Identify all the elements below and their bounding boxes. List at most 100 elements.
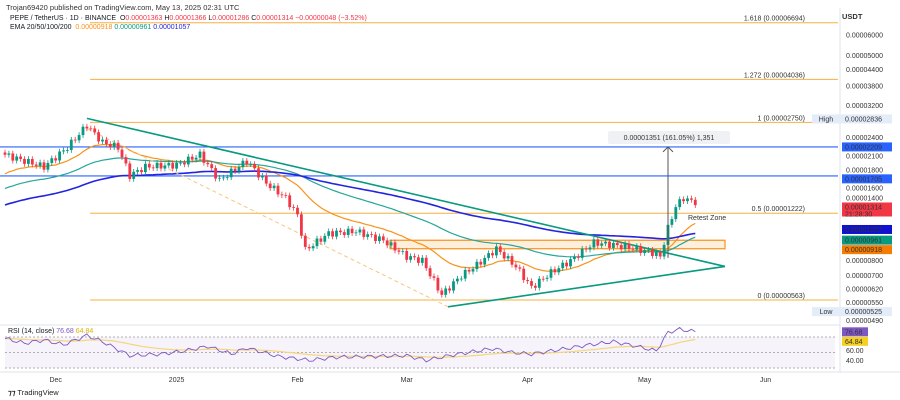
candle[interactable] bbox=[253, 164, 256, 169]
candle[interactable] bbox=[639, 246, 643, 253]
candle[interactable] bbox=[561, 262, 565, 269]
candle[interactable] bbox=[463, 269, 467, 279]
candle[interactable] bbox=[272, 185, 276, 189]
candle[interactable] bbox=[654, 252, 658, 256]
candle[interactable] bbox=[440, 290, 444, 295]
candle[interactable] bbox=[651, 249, 654, 256]
candle[interactable] bbox=[58, 151, 61, 161]
candle[interactable] bbox=[502, 252, 506, 259]
candle[interactable] bbox=[584, 248, 588, 250]
candle[interactable] bbox=[448, 288, 451, 291]
candle[interactable] bbox=[155, 162, 159, 169]
candle[interactable] bbox=[214, 168, 217, 179]
candle[interactable] bbox=[105, 139, 108, 145]
candle[interactable] bbox=[479, 261, 483, 265]
candle[interactable] bbox=[615, 242, 619, 246]
candle[interactable] bbox=[631, 248, 635, 250]
candle[interactable] bbox=[475, 261, 479, 270]
candle[interactable] bbox=[210, 164, 214, 169]
candle[interactable] bbox=[491, 253, 494, 256]
ema-label[interactable]: EMA 20/50/100/200 bbox=[10, 24, 72, 31]
candle[interactable] bbox=[183, 162, 186, 165]
candle[interactable] bbox=[15, 156, 19, 161]
candle[interactable] bbox=[436, 277, 440, 291]
candle[interactable] bbox=[163, 165, 167, 169]
candle[interactable] bbox=[514, 264, 518, 268]
dashed-trendline[interactable] bbox=[86, 128, 449, 308]
candle[interactable] bbox=[444, 288, 448, 295]
candle[interactable] bbox=[77, 135, 81, 141]
candle[interactable] bbox=[62, 150, 65, 152]
candle[interactable] bbox=[350, 228, 354, 234]
candle[interactable] bbox=[261, 175, 264, 178]
candle[interactable] bbox=[545, 277, 549, 279]
candle[interactable] bbox=[245, 160, 249, 165]
candle[interactable] bbox=[264, 175, 268, 184]
candle[interactable] bbox=[339, 230, 342, 233]
candle[interactable] bbox=[34, 164, 38, 166]
candle[interactable] bbox=[7, 153, 11, 155]
candle[interactable] bbox=[354, 232, 358, 234]
candle[interactable] bbox=[530, 281, 533, 286]
candle[interactable] bbox=[541, 278, 545, 280]
candle[interactable] bbox=[596, 239, 600, 246]
candle[interactable] bbox=[420, 257, 424, 263]
candle[interactable] bbox=[190, 156, 194, 160]
candle[interactable] bbox=[553, 269, 557, 273]
candle[interactable] bbox=[647, 249, 650, 251]
ema50-line[interactable] bbox=[4, 157, 696, 258]
candle[interactable] bbox=[483, 257, 487, 265]
candle[interactable] bbox=[198, 151, 202, 158]
candle[interactable] bbox=[405, 251, 409, 260]
symbol[interactable]: PEPE / TetherUS · 1D · BINANCE bbox=[10, 15, 117, 22]
candle[interactable] bbox=[573, 256, 576, 260]
candle[interactable] bbox=[682, 199, 685, 202]
candle[interactable] bbox=[147, 163, 151, 168]
candle[interactable] bbox=[678, 199, 682, 208]
ema100-line[interactable] bbox=[4, 170, 696, 240]
candle[interactable] bbox=[592, 239, 596, 248]
candle[interactable] bbox=[366, 234, 370, 237]
candle[interactable] bbox=[93, 128, 97, 133]
candle[interactable] bbox=[327, 231, 331, 236]
candle[interactable] bbox=[498, 246, 502, 253]
candle[interactable] bbox=[89, 128, 93, 130]
candle[interactable] bbox=[393, 242, 397, 251]
candle[interactable] bbox=[397, 250, 401, 252]
candle[interactable] bbox=[424, 257, 428, 269]
candle[interactable] bbox=[569, 259, 572, 267]
candle[interactable] bbox=[42, 162, 46, 170]
candle[interactable] bbox=[459, 278, 463, 280]
candle[interactable] bbox=[565, 262, 568, 267]
candle[interactable] bbox=[557, 268, 561, 273]
candle[interactable] bbox=[619, 245, 623, 250]
candle[interactable] bbox=[284, 195, 288, 197]
candle[interactable] bbox=[101, 139, 104, 142]
candle[interactable] bbox=[456, 278, 459, 282]
candle[interactable] bbox=[50, 158, 54, 163]
candle[interactable] bbox=[693, 199, 697, 206]
candle[interactable] bbox=[534, 285, 537, 288]
candle[interactable] bbox=[311, 246, 315, 249]
candle[interactable] bbox=[319, 238, 323, 242]
ascending-trendline[interactable] bbox=[447, 265, 726, 308]
candle[interactable] bbox=[374, 234, 377, 242]
candle[interactable] bbox=[670, 219, 674, 225]
candle[interactable] bbox=[241, 160, 245, 168]
candle[interactable] bbox=[136, 170, 139, 172]
candle[interactable] bbox=[385, 240, 389, 246]
candle[interactable] bbox=[331, 231, 334, 237]
candle[interactable] bbox=[140, 170, 143, 173]
candle[interactable] bbox=[643, 250, 646, 253]
candle[interactable] bbox=[635, 246, 639, 250]
candle[interactable] bbox=[627, 243, 631, 249]
candle[interactable] bbox=[370, 234, 373, 236]
candle[interactable] bbox=[222, 177, 225, 179]
candle[interactable] bbox=[549, 269, 553, 278]
candle[interactable] bbox=[389, 242, 393, 246]
candle[interactable] bbox=[229, 168, 233, 178]
candle[interactable] bbox=[179, 162, 182, 164]
candle[interactable] bbox=[128, 163, 132, 179]
candle[interactable] bbox=[362, 229, 366, 237]
